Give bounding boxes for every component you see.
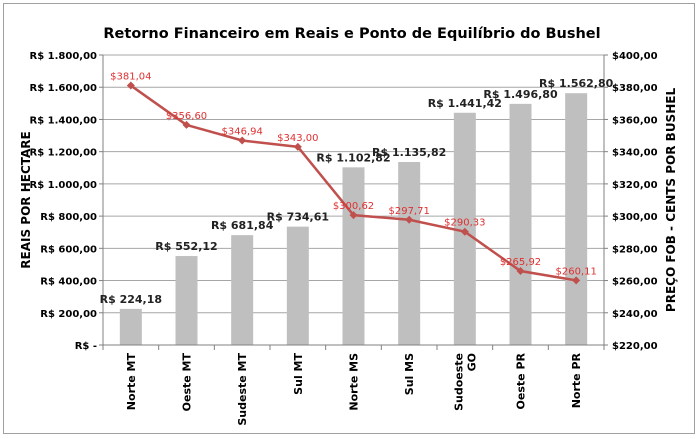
- bar: [286, 226, 309, 345]
- x-tick-label: Oeste MT: [181, 353, 194, 412]
- bar-label: R$ 1.135,82: [372, 146, 446, 159]
- y2-tick-label: $400,00: [612, 51, 658, 62]
- y2-tick-label: $280,00: [612, 244, 658, 255]
- x-tick-label: Sul MS: [403, 353, 416, 395]
- line-label: $300,62: [333, 201, 374, 212]
- line-point: [126, 81, 135, 90]
- y-tick-label: R$ 1.200,00: [30, 148, 98, 159]
- y-tick-label: R$ 1.800,00: [30, 51, 98, 62]
- line-label: $346,94: [221, 126, 262, 137]
- y-tick-label: R$ 1.000,00: [30, 180, 98, 191]
- x-tick-label: Norte PR: [570, 352, 583, 408]
- line-label: $381,04: [110, 72, 151, 83]
- line-point: [182, 120, 191, 129]
- bar-label: R$ 1.562,80: [539, 77, 614, 90]
- bar-label: R$ 1.441,42: [428, 97, 502, 110]
- y2-tick-label: $240,00: [612, 309, 658, 320]
- bar: [342, 167, 365, 345]
- line-label: $356,60: [166, 111, 207, 122]
- x-tick-label: GO: [465, 353, 478, 371]
- bar: [231, 235, 254, 345]
- line-label: $265,92: [500, 257, 541, 268]
- y2-tick-label: $320,00: [612, 180, 658, 191]
- y2-tick-label: $380,00: [612, 83, 658, 94]
- x-tick-label: Sudoeste: [452, 353, 465, 411]
- line-point: [572, 276, 581, 285]
- y2-tick-label: $300,00: [612, 212, 658, 223]
- y2-tick-label: $340,00: [612, 148, 658, 159]
- line-point: [405, 215, 414, 224]
- line-label: $297,71: [388, 206, 429, 217]
- x-tick-label: Sul MT: [292, 353, 305, 395]
- y-tick-label: R$ 400,00: [40, 277, 97, 288]
- y-tick-label: R$ 600,00: [40, 244, 97, 255]
- x-tick-label: Norte MS: [348, 353, 361, 411]
- bar-label: R$ 734,61: [267, 211, 329, 224]
- y2-axis-label: PREÇO FOB - CENTS POR BUSHEL: [664, 88, 678, 313]
- y-tick-label: R$ 1.600,00: [30, 83, 98, 94]
- line-label: $290,33: [444, 218, 485, 229]
- bar-label: R$ 681,84: [211, 219, 274, 232]
- line-label: $343,00: [277, 133, 318, 144]
- y2-tick-label: $260,00: [612, 277, 658, 288]
- bar-label: R$ 1.496,80: [483, 88, 558, 101]
- chart-title: Retorno Financeiro em Reais e Ponto de E…: [103, 26, 600, 42]
- bar-label: R$ 552,12: [155, 240, 217, 253]
- y-tick-label: R$ 1.400,00: [30, 115, 98, 126]
- bar: [175, 256, 198, 345]
- y2-tick-label: $360,00: [612, 115, 658, 126]
- x-tick-label: Sudeste MT: [236, 353, 249, 426]
- line-point: [293, 142, 302, 151]
- bar: [509, 103, 532, 345]
- line-point: [349, 211, 358, 220]
- line-point: [516, 267, 525, 276]
- y-tick-label: R$ 200,00: [40, 309, 97, 320]
- line-label: $260,11: [555, 266, 596, 277]
- y-axis-label: REAIS POR HECTARE: [19, 131, 33, 268]
- line-point: [460, 227, 469, 236]
- bar: [119, 308, 142, 345]
- x-tick-label: Oeste PR: [515, 352, 528, 409]
- y-tick-label: R$ -: [75, 341, 97, 352]
- y-tick-label: R$ 800,00: [40, 212, 97, 223]
- y2-tick-label: $220,00: [612, 341, 658, 352]
- bar: [398, 162, 421, 345]
- line-point: [238, 136, 247, 145]
- bar-label: R$ 1.102,82: [316, 151, 390, 164]
- bar-label: R$ 224,18: [100, 293, 162, 306]
- x-tick-label: Norte MT: [125, 353, 138, 411]
- bar: [565, 93, 588, 346]
